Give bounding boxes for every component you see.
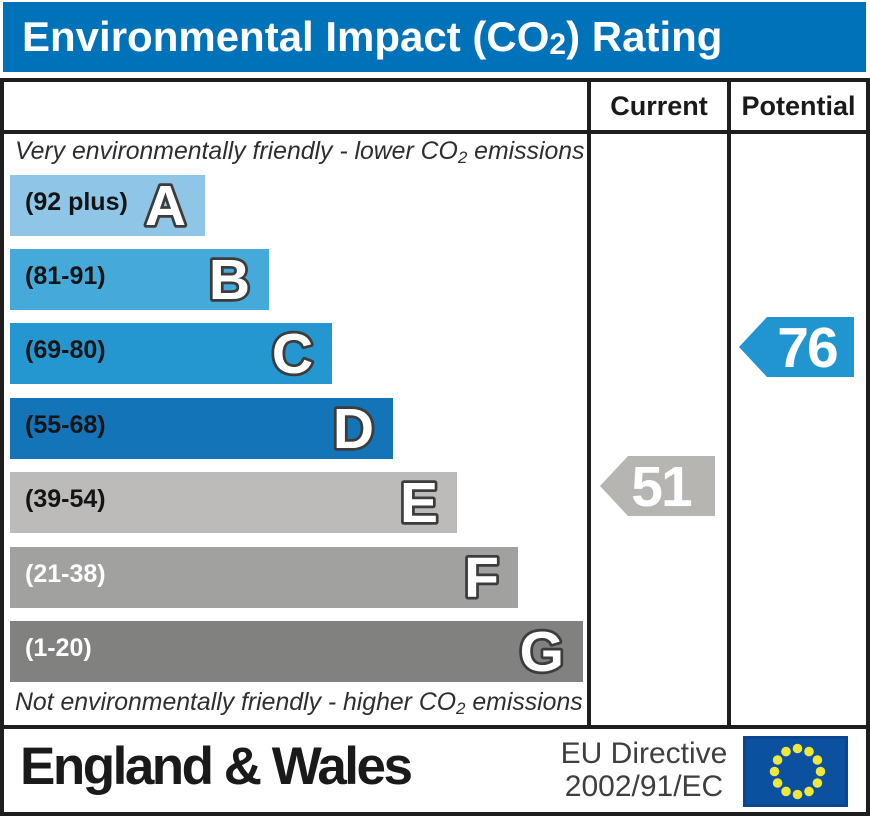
svg-text:51: 51 xyxy=(631,455,692,519)
svg-text:A: A xyxy=(145,174,186,238)
svg-text:C: C xyxy=(272,322,313,386)
svg-text:E: E xyxy=(400,471,438,535)
svg-text:D: D xyxy=(333,397,374,461)
svg-text:76: 76 xyxy=(777,316,837,380)
svg-text:F: F xyxy=(464,546,499,610)
svg-text:G: G xyxy=(520,620,564,684)
svg-text:B: B xyxy=(209,248,250,312)
